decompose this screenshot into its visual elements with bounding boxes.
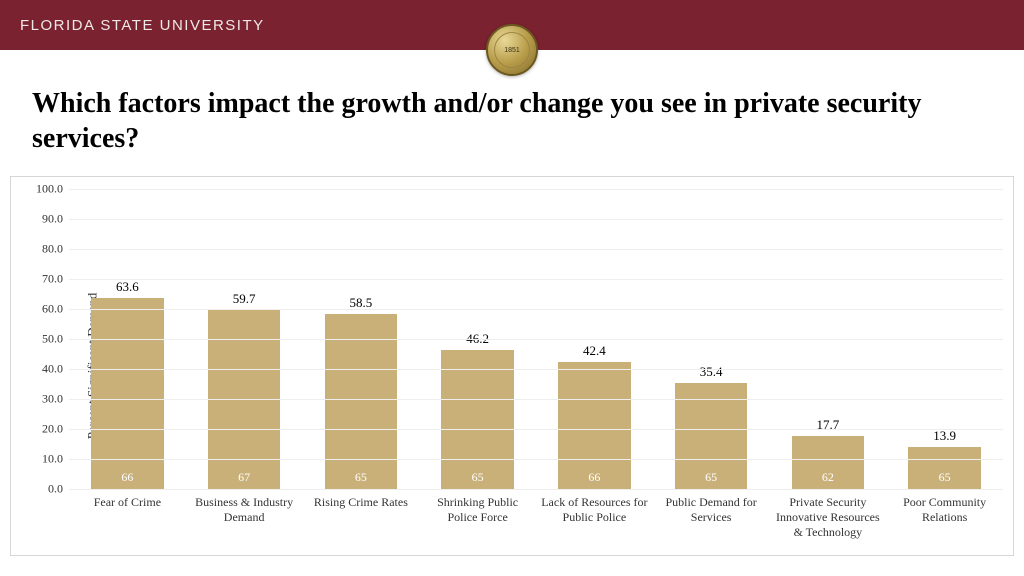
y-tick-label: 90.0 [42,212,63,227]
grid-line [69,249,1003,250]
grid-line [69,339,1003,340]
header-org-name: FLORIDA STATE UNIVERSITY [20,17,265,34]
bar-value-label: 42.4 [583,343,606,359]
bar: 17.762 [792,436,864,489]
seal-year: 1851 [494,32,530,68]
x-labels-container: Fear of CrimeBusiness & Industry DemandR… [69,493,1003,540]
grid-line [69,309,1003,310]
x-category-label: Poor Community Relations [886,493,1003,540]
bar-value-label: 63.6 [116,279,139,295]
y-tick-label: 80.0 [42,242,63,257]
bar: 63.666 [91,298,163,489]
bar-value-label: 13.9 [933,428,956,444]
header-bar: FLORIDA STATE UNIVERSITY 1851 [0,0,1024,50]
y-tick-label: 0.0 [48,482,63,497]
bar-value-label: 17.7 [817,417,840,433]
y-tick-label: 40.0 [42,362,63,377]
bar-n-label: 65 [355,470,367,485]
university-seal-icon: 1851 [486,24,538,76]
bar-n-label: 67 [238,470,250,485]
grid-line [69,429,1003,430]
bar-n-label: 65 [939,470,951,485]
y-tick-label: 100.0 [36,182,63,197]
bar-value-label: 35.4 [700,364,723,380]
y-tick-label: 30.0 [42,392,63,407]
bar-value-label: 59.7 [233,291,256,307]
x-category-label: Fear of Crime [69,493,186,540]
grid-line [69,459,1003,460]
chart-frame: Percent Significant Demand 63.66659.7675… [10,176,1014,556]
x-category-label: Public Demand for Services [653,493,770,540]
bar-n-label: 65 [472,470,484,485]
grid-line [69,369,1003,370]
chart-plot-area: 63.66659.76758.56546.26542.46635.46517.7… [69,189,1003,489]
grid-line [69,279,1003,280]
y-tick-label: 50.0 [42,332,63,347]
grid-line [69,189,1003,190]
bar: 42.466 [558,362,630,489]
bar-n-label: 62 [822,470,834,485]
x-category-label: Rising Crime Rates [303,493,420,540]
x-category-label: Business & Industry Demand [186,493,303,540]
y-tick-label: 70.0 [42,272,63,287]
bar: 13.965 [908,447,980,489]
x-category-label: Private Security Innovative Resources & … [770,493,887,540]
grid-line [69,399,1003,400]
y-tick-label: 10.0 [42,452,63,467]
x-category-label: Shrinking Public Police Force [419,493,536,540]
bar-n-label: 66 [121,470,133,485]
grid-line [69,489,1003,490]
grid-line [69,219,1003,220]
x-category-label: Lack of Resources for Public Police [536,493,653,540]
bar: 46.265 [441,350,513,489]
bar-n-label: 65 [705,470,717,485]
y-tick-label: 60.0 [42,302,63,317]
bar-n-label: 66 [588,470,600,485]
y-tick-label: 20.0 [42,422,63,437]
